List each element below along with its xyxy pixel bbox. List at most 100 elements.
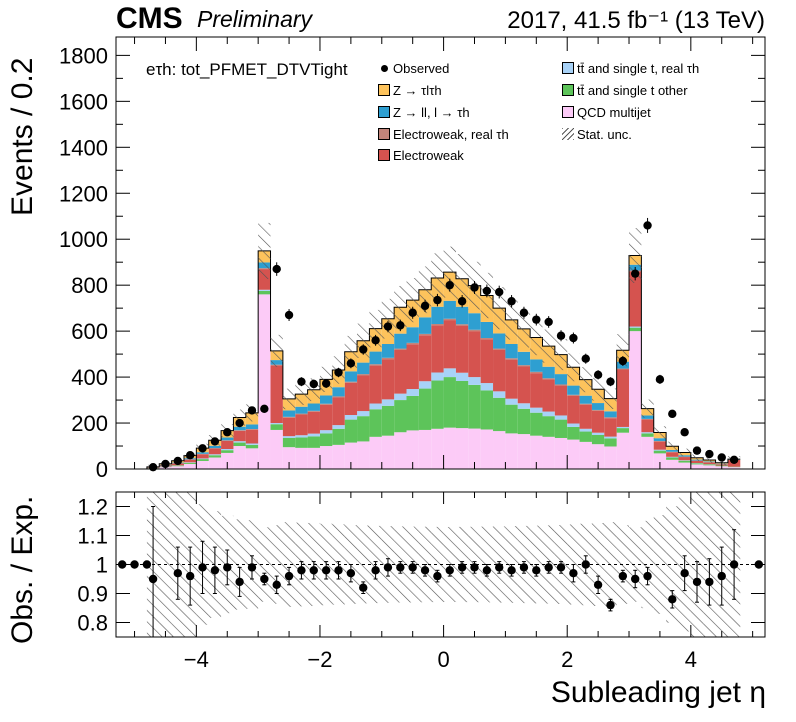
bar-ewk_real (604, 417, 617, 419)
ratio-point (433, 571, 442, 581)
bar-ttbar_other (381, 405, 395, 436)
bar-ttbar_real (493, 391, 506, 398)
bar-ewk_real (641, 418, 654, 420)
observed-point (668, 409, 677, 419)
bar-ttbar_real (196, 458, 209, 460)
observed-point (643, 221, 652, 230)
bar-ewk (653, 441, 667, 450)
ratio-point (247, 563, 257, 572)
observed-point (321, 379, 331, 388)
bar-ttbar_other (703, 464, 716, 466)
bar-ewk_real (517, 365, 531, 367)
bar-ttbar_other (295, 437, 308, 448)
bar-ewk (604, 418, 617, 437)
observed-point (680, 428, 689, 437)
ratio-point (717, 571, 726, 581)
bar-ewk (703, 462, 716, 465)
bar-ewk (431, 325, 444, 373)
bar-zll (295, 406, 308, 414)
stat-unc-bin (629, 228, 642, 283)
bar-ewk (468, 331, 481, 378)
x-axis-label: Subleading jet η (550, 676, 766, 709)
bar-zll (332, 387, 345, 397)
bar-qcd (455, 428, 469, 469)
bar-ttbar_other (171, 465, 184, 467)
bar-ewk_real (468, 329, 481, 332)
series-qcd (146, 294, 741, 469)
observed-point (148, 462, 158, 472)
observed-point (692, 446, 702, 455)
legend-label: Z → τlτh (393, 82, 442, 98)
legend-label: Z → ll, l → τh (393, 104, 470, 120)
bar-ewk_real (455, 324, 469, 326)
observed-point (408, 308, 417, 317)
ratio-point (148, 574, 158, 584)
ratio-point (643, 571, 652, 581)
bar-ttbar_real (641, 432, 654, 434)
observed-point (297, 377, 306, 386)
bar-zll (493, 333, 506, 349)
channel-label: eτh: tot_PFMET_DTVTight (146, 60, 348, 79)
bar-ttbar_real (530, 407, 543, 413)
bar-ewk (554, 385, 568, 416)
bar-ewk (443, 320, 456, 369)
ratio-point (705, 577, 714, 587)
legend-swatch (562, 106, 574, 118)
bar-ttbar_other (517, 408, 531, 435)
ratio-unc-bin (233, 519, 246, 610)
bar-zll (567, 385, 580, 395)
legend-item: tt̄ and single t other (562, 82, 688, 98)
legend-swatch (378, 128, 390, 140)
bar-qcd (591, 444, 605, 469)
bar-ewk_real (505, 358, 518, 360)
observed-point (631, 269, 640, 278)
stat-unc-bin (542, 329, 555, 363)
legend-swatch (378, 106, 390, 118)
ratio-points (117, 506, 764, 638)
bar-qcd (666, 459, 679, 469)
bar-ewk_real (431, 324, 444, 326)
ratio-point (408, 563, 417, 572)
bar-zll (653, 438, 667, 441)
bar-ttbar_real (270, 423, 283, 425)
stat-unc-bin (493, 287, 506, 330)
bar-ewk_real (653, 440, 667, 442)
ratio-unc-bin (629, 527, 642, 602)
ratio-point (692, 577, 702, 587)
legend-item: Z → ll, l → τh (378, 104, 470, 120)
bar-ttbar_other (567, 426, 580, 440)
ratio-point (210, 566, 220, 575)
main-y-tick-label: 0 (96, 457, 108, 482)
main-y-tick-label: 400 (71, 365, 108, 390)
bar-qcd (703, 465, 716, 469)
bar-ttbar_other (629, 327, 642, 332)
observed-point (729, 455, 739, 465)
ratio-point (321, 566, 331, 575)
bar-ewk (678, 457, 691, 461)
bar-ewk (270, 365, 283, 424)
stat-unc-bin (530, 319, 543, 356)
stat-unc-bin (591, 377, 605, 401)
ratio-point (235, 577, 244, 587)
observed-point (383, 322, 393, 331)
stat-unc-bin (666, 441, 679, 451)
bar-qcd (480, 429, 494, 469)
ratio-unc-bin (666, 506, 679, 623)
main-y-tick-label: 1600 (59, 89, 108, 114)
ratio-point (445, 566, 454, 575)
main-y-axis-label: Events / 0.2 (6, 57, 39, 216)
legend-label: tt̄ and single t, real τh (577, 60, 700, 76)
bar-ewk (629, 271, 642, 327)
ratio-point (334, 566, 343, 575)
observed-point (173, 456, 183, 466)
observed-point (655, 375, 665, 384)
bar-ewk_real (319, 403, 333, 405)
bar-ewk_real (591, 409, 605, 411)
stat-unc-bin (295, 383, 308, 405)
bar-ttbar_real (579, 428, 592, 432)
bar-ttbar_other (604, 438, 617, 447)
ratio-y-axis-label: Obs. / Exp. (6, 495, 39, 644)
stat-unc-bin (579, 367, 592, 393)
bar-ewk (530, 373, 543, 408)
bar-ttbar_other (406, 395, 419, 431)
